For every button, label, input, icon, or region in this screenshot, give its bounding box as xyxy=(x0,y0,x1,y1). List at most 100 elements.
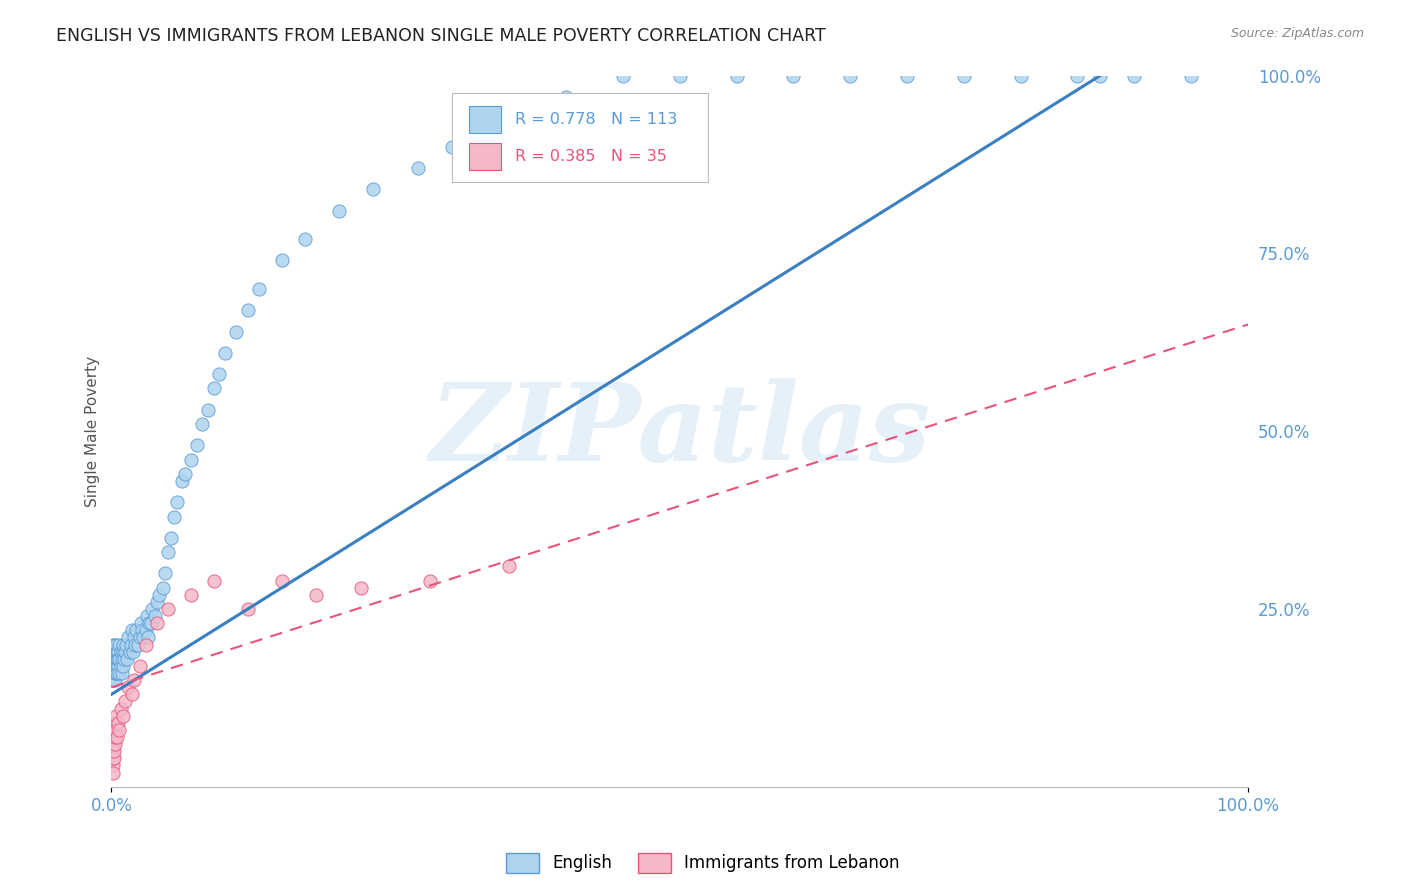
Point xyxy=(111,708,134,723)
Point xyxy=(270,253,292,268)
Text: ZIPatlas: ZIPatlas xyxy=(429,378,931,484)
Point xyxy=(148,588,170,602)
Point xyxy=(107,659,129,673)
Point xyxy=(103,652,125,666)
Point xyxy=(101,673,124,687)
Point xyxy=(104,652,127,666)
Point xyxy=(121,624,143,638)
Point xyxy=(110,645,132,659)
Text: Source: ZipAtlas.com: Source: ZipAtlas.com xyxy=(1230,27,1364,40)
Point xyxy=(270,574,292,588)
Point xyxy=(441,139,464,153)
Point xyxy=(111,652,134,666)
Point xyxy=(108,666,131,681)
Point xyxy=(153,566,176,581)
Point xyxy=(174,467,197,481)
Y-axis label: Single Male Poverty: Single Male Poverty xyxy=(86,356,100,507)
Point xyxy=(114,645,136,659)
Point xyxy=(104,645,127,659)
Point xyxy=(104,652,127,666)
Point xyxy=(112,652,135,666)
Point xyxy=(104,659,127,673)
Point xyxy=(122,645,145,659)
Point xyxy=(406,161,429,175)
Point xyxy=(101,666,124,681)
Point xyxy=(103,666,125,681)
Text: R = 0.778   N = 113: R = 0.778 N = 113 xyxy=(515,112,678,127)
FancyBboxPatch shape xyxy=(470,144,502,170)
Point xyxy=(146,616,169,631)
Point xyxy=(1066,69,1088,83)
Point xyxy=(294,232,316,246)
Point xyxy=(186,438,208,452)
Point xyxy=(498,559,520,574)
FancyBboxPatch shape xyxy=(470,106,502,133)
Point xyxy=(101,652,124,666)
Point xyxy=(120,638,142,652)
Point xyxy=(111,659,134,673)
Point xyxy=(134,638,156,652)
Text: R = 0.385   N = 35: R = 0.385 N = 35 xyxy=(515,150,666,164)
Point xyxy=(111,638,134,652)
Point xyxy=(104,737,127,751)
Point xyxy=(1010,69,1032,83)
Point xyxy=(328,203,350,218)
Point xyxy=(103,645,125,659)
Point xyxy=(121,687,143,701)
Point xyxy=(146,595,169,609)
Point xyxy=(128,659,150,673)
Point xyxy=(103,645,125,659)
Text: ENGLISH VS IMMIGRANTS FROM LEBANON SINGLE MALE POVERTY CORRELATION CHART: ENGLISH VS IMMIGRANTS FROM LEBANON SINGL… xyxy=(56,27,825,45)
Point xyxy=(103,751,125,765)
Point xyxy=(103,659,125,673)
Point xyxy=(101,638,124,652)
Point xyxy=(141,602,163,616)
FancyBboxPatch shape xyxy=(453,94,709,182)
Point xyxy=(143,609,166,624)
Point xyxy=(117,631,139,645)
Point xyxy=(350,581,373,595)
Point xyxy=(118,645,141,659)
Point xyxy=(104,652,127,666)
Point xyxy=(101,666,124,681)
Point xyxy=(839,69,862,83)
Point xyxy=(107,652,129,666)
Point xyxy=(105,666,128,681)
Point xyxy=(103,673,125,687)
Point xyxy=(101,673,124,687)
Point xyxy=(612,69,634,83)
Point xyxy=(117,680,139,694)
Point xyxy=(1090,69,1112,83)
Point xyxy=(202,574,225,588)
Point xyxy=(191,417,214,431)
Point xyxy=(782,69,804,83)
Point xyxy=(110,659,132,673)
Point xyxy=(197,402,219,417)
Point xyxy=(555,90,578,104)
Point xyxy=(110,701,132,715)
Point xyxy=(125,624,148,638)
Point xyxy=(225,325,247,339)
Point xyxy=(135,609,157,624)
Point xyxy=(157,602,180,616)
Point xyxy=(105,659,128,673)
Point xyxy=(101,652,124,666)
Point xyxy=(103,744,125,758)
Point xyxy=(105,652,128,666)
Point xyxy=(134,624,156,638)
Point xyxy=(104,708,127,723)
Point xyxy=(111,666,134,681)
Point xyxy=(104,715,127,730)
Point xyxy=(122,631,145,645)
Point xyxy=(166,495,188,509)
Point xyxy=(157,545,180,559)
Point xyxy=(236,602,259,616)
Point xyxy=(132,631,155,645)
Point xyxy=(896,69,918,83)
Point xyxy=(108,638,131,652)
Point xyxy=(668,69,690,83)
Point xyxy=(361,182,384,196)
Point xyxy=(1180,69,1202,83)
Point xyxy=(108,652,131,666)
Point xyxy=(103,723,125,737)
